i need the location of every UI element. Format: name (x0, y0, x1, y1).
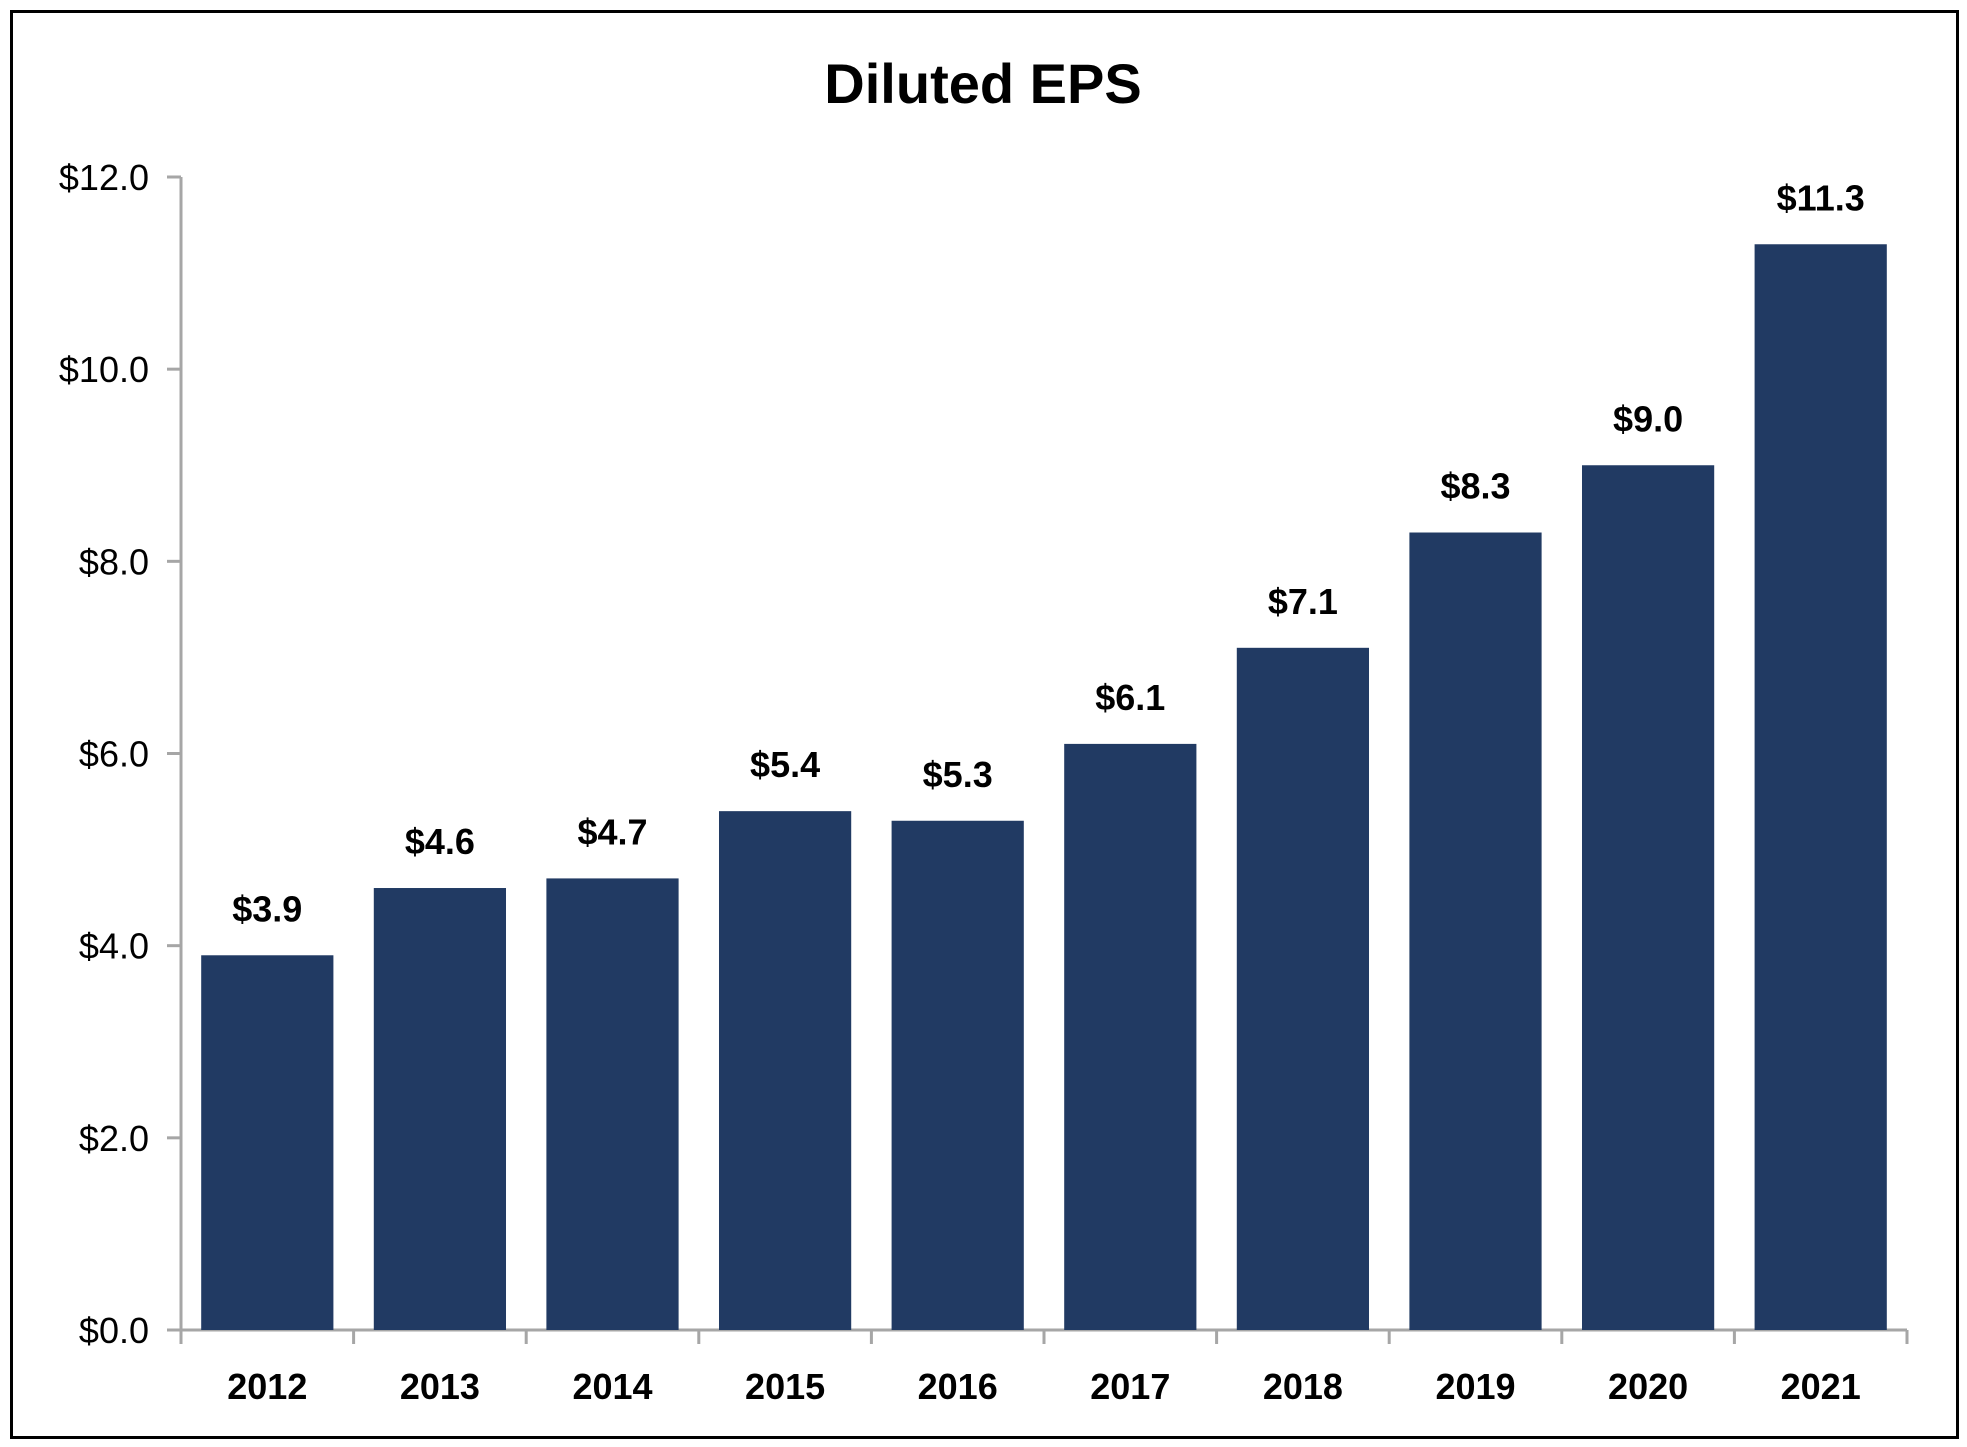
x-axis: 2012 2013 2014 2015 2016 2017 2018 2019 2020 2021 (179, 1328, 1909, 1407)
y-tick-label: $0.0 (79, 1310, 149, 1351)
x-tick-label: 2016 (918, 1366, 998, 1407)
bar-2016 (891, 820, 1024, 1330)
x-tick-label: 2012 (227, 1366, 307, 1407)
data-label: $5.4 (750, 744, 820, 785)
data-label: $8.3 (1440, 466, 1510, 507)
bar-2015 (718, 811, 852, 1330)
x-tick-label: 2021 (1781, 1366, 1861, 1407)
bar-2014 (546, 878, 679, 1330)
x-tick-label: 2015 (745, 1366, 825, 1407)
bar-2018 (1236, 647, 1370, 1330)
y-axis: $0.0 $2.0 $4.0 $6.0 $8.0 $10.0 $12.0 (59, 157, 183, 1351)
data-label: $9.0 (1613, 398, 1683, 439)
data-label: $4.7 (577, 811, 647, 852)
bars (201, 244, 1887, 1331)
bar-2021 (1754, 244, 1887, 1331)
y-tick-label: $6.0 (79, 734, 149, 775)
x-tick-label: 2013 (400, 1366, 480, 1407)
chart-title: Diluted EPS (824, 52, 1141, 115)
bar-2012 (201, 955, 334, 1330)
x-tick-label: 2019 (1435, 1366, 1515, 1407)
bar-2020 (1581, 465, 1715, 1330)
data-label: $5.3 (923, 754, 993, 795)
y-tick-label: $10.0 (59, 349, 149, 390)
y-tick-label: $4.0 (79, 926, 149, 967)
data-label: $4.6 (405, 821, 475, 862)
data-labels: $3.9 $4.6 $4.7 $5.4 $5.3 $6.1 $7.1 $8.3 $9.0 $11.… (232, 177, 1864, 929)
y-tick-label: $12.0 (59, 157, 149, 198)
y-tick-label: $2.0 (79, 1118, 149, 1159)
x-tick-label: 2020 (1608, 1366, 1688, 1407)
x-tick-label: 2014 (572, 1366, 652, 1407)
data-label: $6.1 (1095, 677, 1165, 718)
bar-2019 (1409, 532, 1542, 1330)
bar-2013 (373, 888, 507, 1330)
data-label: $7.1 (1268, 581, 1338, 622)
data-label: $3.9 (232, 888, 302, 929)
bar-2017 (1064, 743, 1197, 1330)
y-tick-label: $8.0 (79, 541, 149, 582)
x-tick-label: 2017 (1090, 1366, 1170, 1407)
data-label: $11.3 (1777, 177, 1865, 218)
x-tick-label: 2018 (1263, 1366, 1343, 1407)
